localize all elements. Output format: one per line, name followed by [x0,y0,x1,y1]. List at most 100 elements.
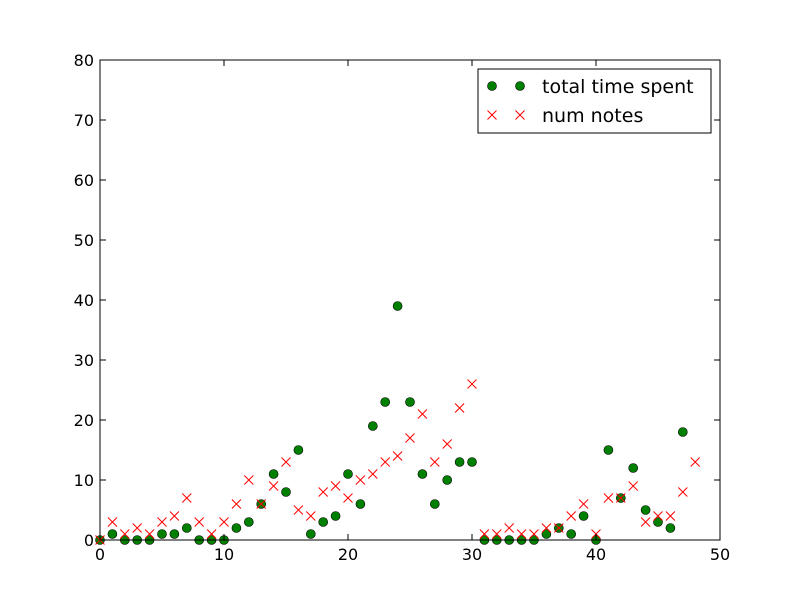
num-notes-point [566,511,577,521]
time-spent-point [392,301,403,311]
num-notes-point [578,499,589,509]
y-tick-label: 40 [74,291,94,310]
num-notes-point [157,517,167,527]
time-spent-point [169,529,180,539]
num-notes-point [640,517,651,527]
num-notes-point [318,487,329,497]
y-tick-label: 30 [74,351,94,370]
num-notes-point [206,529,217,539]
num-notes-point [553,523,564,533]
x-tick-label: 20 [338,545,358,564]
time-spent-point [157,529,167,539]
time-spent-point [603,445,614,455]
x-tick-label: 10 [214,545,234,564]
num-notes-point [504,523,515,533]
num-notes-point [491,529,502,539]
num-notes-point [268,481,279,491]
time-spent-point [442,475,453,485]
num-notes-point [603,493,614,503]
num-notes-point [454,403,465,413]
time-spent-point [244,517,254,527]
y-tick-label: 50 [74,231,94,250]
num-notes-point [119,529,130,539]
y-tick-label: 80 [74,51,94,70]
time-spent-point [107,529,118,539]
num-notes-point [442,439,453,449]
num-notes-point [305,511,316,521]
num-notes-point [194,517,205,527]
num-notes-point [144,529,155,539]
num-notes-point [380,457,391,467]
time-spent-point [330,511,341,521]
time-spent-point [677,427,688,437]
x-tick-label: 30 [462,545,482,564]
num-notes-point [405,433,415,443]
y-tick-label: 0 [84,531,94,550]
num-notes-point [219,517,229,527]
time-spent-point [305,529,316,539]
num-notes-point [132,523,143,533]
num-notes-point [355,475,366,485]
legend-x-marker-icon [487,110,497,120]
time-spent-point [231,523,242,533]
y-tick-label: 10 [74,471,94,490]
time-spent-point [268,469,279,479]
num-notes-point [690,457,701,467]
time-spent-point [281,487,291,497]
legend-circle-marker-icon [487,81,497,91]
y-tick-label: 60 [74,171,94,190]
x-tick-label: 40 [586,545,606,564]
num-notes-point [367,469,378,479]
num-notes-point [467,379,477,389]
num-notes-point [281,457,291,467]
legend-x-marker-icon [515,110,525,120]
num-notes-point [541,523,552,533]
num-notes-point [256,499,267,509]
num-notes-point [628,481,639,491]
x-tick-label: 0 [95,545,105,564]
time-spent-point [566,529,577,539]
time-spent-point [367,421,378,431]
time-spent-point [417,469,428,479]
time-spent-point [429,499,440,509]
num-notes-point [615,493,626,503]
y-tick-label: 70 [74,111,94,130]
num-notes-point [330,481,341,491]
legend-label: num notes [542,105,643,127]
time-spent-point [665,523,676,533]
time-spent-point [182,523,192,533]
num-notes-point [231,499,242,509]
time-spent-point [640,505,651,515]
legend-box [477,68,712,134]
num-notes-point [677,487,688,497]
num-notes-point [479,529,490,539]
num-notes-point [429,457,440,467]
time-spent-point [405,397,415,407]
time-spent-point [653,517,663,527]
num-notes-point [516,529,527,539]
time-spent-point [293,445,304,455]
y-tick-label: 20 [74,411,94,430]
plot-area [100,60,720,540]
num-notes-point [665,511,676,521]
time-spent-point [467,457,477,467]
time-spent-point [628,463,639,473]
time-spent-point [380,397,391,407]
time-spent-point [318,517,329,527]
legend-label: total time spent [542,76,694,98]
num-notes-point [392,451,403,461]
x-tick-label: 50 [710,545,730,564]
num-notes-point [169,511,180,521]
num-notes-point [343,493,353,503]
legend-circle-marker-icon [515,81,525,91]
num-notes-point [181,493,192,503]
time-spent-point [578,511,589,521]
num-notes-point [529,529,539,539]
num-notes-point [653,511,663,521]
time-spent-point [343,469,353,479]
time-spent-point [541,529,552,539]
num-notes-point [293,505,304,515]
num-notes-point [243,475,254,485]
time-spent-point [454,457,465,467]
